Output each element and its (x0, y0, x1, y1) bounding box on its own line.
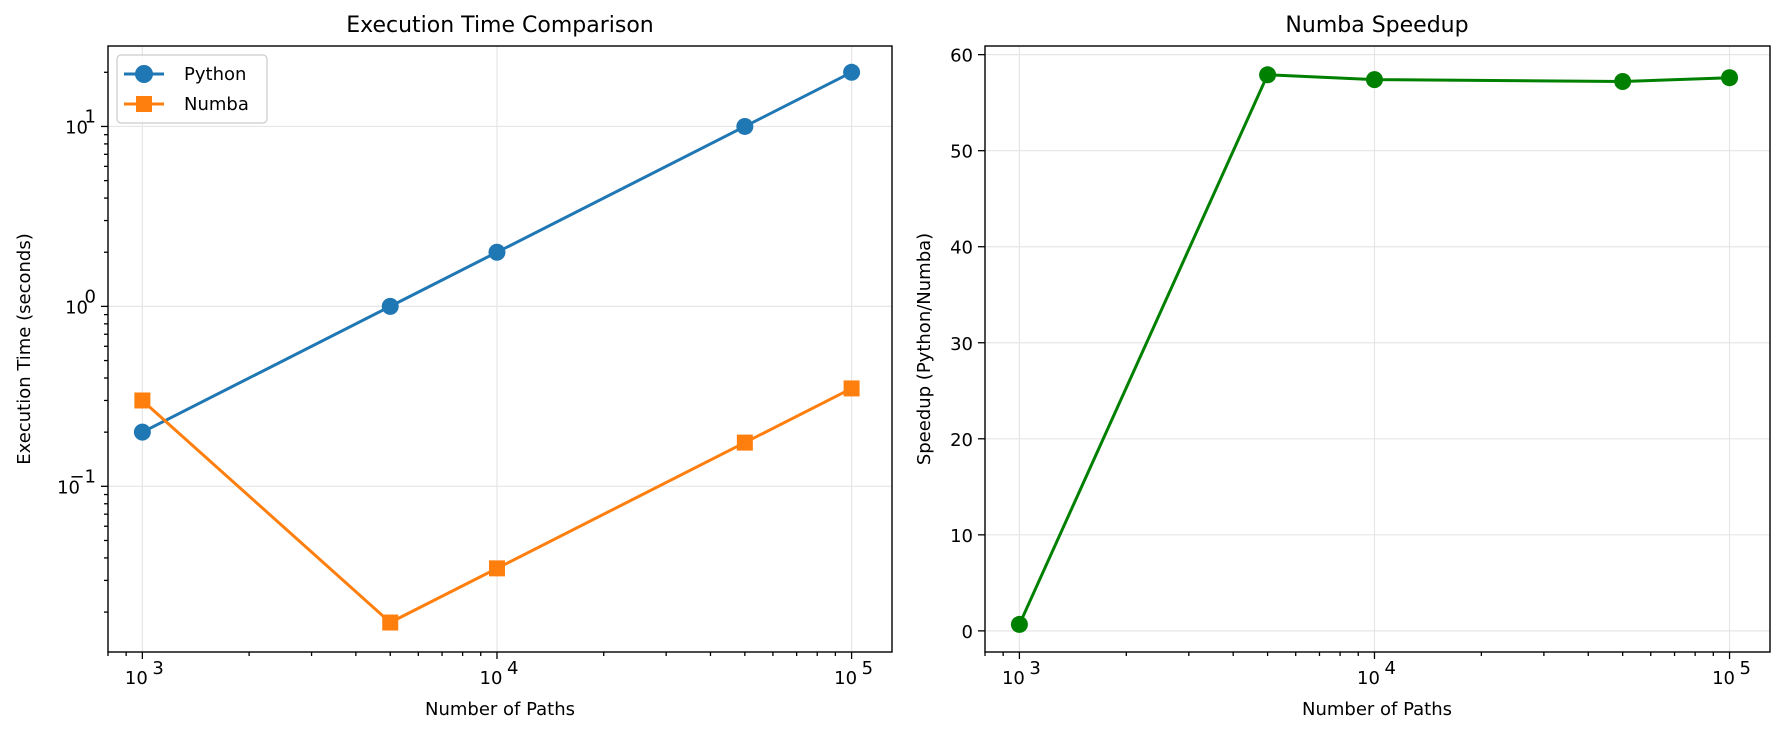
y-tick-label: 10 (65, 297, 88, 318)
speedup-chart: Numba Speedup Number of Paths Speedup (P… (914, 13, 1771, 720)
series-lines (133, 63, 861, 631)
data-point (736, 117, 754, 135)
x-tick-exponent: 4 (507, 658, 518, 679)
plot-frame (984, 45, 1771, 653)
y-tick-label: 10 (57, 477, 80, 498)
x-tick-label: 10 (1357, 668, 1380, 689)
y-tick-label: 40 (950, 238, 973, 259)
y-tick-exponent: 0 (85, 286, 96, 307)
y-tick-exponent: 1 (85, 106, 96, 127)
y-tick-label: 60 (950, 46, 973, 67)
grid (985, 46, 1770, 652)
x-tick-label: 10 (834, 668, 857, 689)
y-tick-label: 10 (65, 117, 88, 138)
data-point (134, 392, 151, 409)
data-point (843, 63, 861, 81)
y-tick-label: 10 (950, 526, 973, 547)
y-axis-label: Execution Time (seconds) (14, 233, 35, 464)
x-tick-label: 10 (1002, 668, 1025, 689)
data-point (1614, 73, 1632, 91)
y-axis-label: Speedup (Python/Numba) (914, 233, 935, 465)
x-axis-label: Number of Paths (1302, 699, 1452, 720)
chart-title: Numba Speedup (1285, 13, 1468, 38)
data-point (1259, 66, 1277, 84)
execution-time-chart: Execution Time Comparison Number of Path… (14, 13, 893, 720)
x-tick-label: 10 (480, 668, 503, 689)
data-point (1010, 615, 1028, 633)
legend-box (116, 54, 268, 124)
legend-python-label: Python (184, 64, 246, 85)
x-tick-label: 10 (125, 668, 148, 689)
data-point (736, 434, 753, 451)
data-point (843, 380, 860, 397)
chart-title: Execution Time Comparison (346, 13, 654, 38)
data-point (382, 614, 399, 631)
series-lines (1010, 66, 1739, 633)
x-tick-exponent: 3 (1029, 658, 1040, 679)
x-axis-label: Number of Paths (425, 699, 575, 720)
data-point (488, 243, 506, 261)
data-point (133, 423, 151, 441)
plot-frame (107, 45, 893, 653)
legend-numba-marker (136, 96, 152, 112)
y-tick-exponent: −1 (69, 466, 96, 487)
legend: Python Numba (116, 54, 268, 124)
x-tick-exponent: 3 (152, 658, 163, 679)
legend-numba-label: Numba (184, 94, 249, 115)
x-tick-label: 10 (1712, 668, 1735, 689)
x-tick-exponent: 5 (862, 658, 873, 679)
y-tick-label: 50 (950, 142, 973, 163)
y-tick-label: 0 (962, 622, 973, 643)
data-point (381, 297, 399, 315)
data-point (488, 560, 505, 577)
y-tick-label: 20 (950, 430, 973, 451)
legend-python-marker (135, 65, 153, 83)
y-tick-label: 30 (950, 334, 973, 355)
x-tick-exponent: 4 (1384, 658, 1395, 679)
x-tick-exponent: 5 (1740, 658, 1751, 679)
data-point (1365, 71, 1383, 89)
data-point (1721, 69, 1739, 87)
